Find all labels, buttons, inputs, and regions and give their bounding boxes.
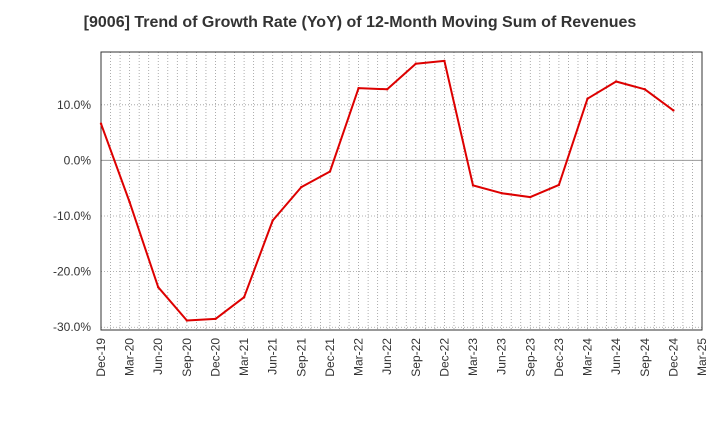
x-tick-label: Mar-20 <box>123 338 137 376</box>
data-point <box>643 88 646 91</box>
x-tick-label: Sep-23 <box>523 338 537 377</box>
data-point <box>99 122 103 125</box>
x-tick-label: Mar-24 <box>581 338 595 376</box>
x-tick-label: Sep-24 <box>638 338 652 377</box>
x-tick-label: Dec-20 <box>208 338 222 377</box>
x-tick-label: Dec-24 <box>666 338 680 377</box>
x-tick-label: Jun-24 <box>609 338 623 375</box>
x-tick-label: Jun-23 <box>495 338 509 375</box>
data-point <box>614 80 618 83</box>
x-tick-label: Jun-20 <box>151 338 165 375</box>
data-point <box>185 319 189 322</box>
data-point <box>557 183 561 187</box>
x-tick-label: Dec-19 <box>94 338 108 377</box>
data-point <box>357 86 360 90</box>
data-point <box>157 285 160 289</box>
x-tick-label: Mar-22 <box>352 338 366 376</box>
x-tick-label: Dec-22 <box>437 338 451 377</box>
x-tick-label: Sep-21 <box>294 338 308 377</box>
x-tick-label: Dec-23 <box>552 338 566 377</box>
data-point <box>672 109 675 112</box>
x-tick-label: Mar-23 <box>466 338 480 376</box>
x-tick-label: Sep-22 <box>409 338 423 377</box>
data-point <box>328 170 332 173</box>
data-point <box>471 184 475 187</box>
x-tick-label: Mar-21 <box>237 338 251 376</box>
plot-border <box>100 51 703 331</box>
y-tick-label: -30.0% <box>53 320 91 334</box>
x-tick-label: Dec-21 <box>323 338 337 377</box>
data-point <box>300 185 303 189</box>
x-tick-label: Jun-22 <box>380 338 394 375</box>
data-point <box>529 195 532 199</box>
x-tick-label: Mar-25 <box>695 338 709 376</box>
x-tick-label: Jun-21 <box>266 338 280 375</box>
x-tick-label: Sep-20 <box>180 338 194 377</box>
y-tick-label: 0.0% <box>64 153 92 167</box>
data-point <box>128 200 131 204</box>
data-point <box>586 97 589 100</box>
chart-title: [9006] Trend of Growth Rate (YoY) of 12-… <box>83 14 637 31</box>
data-point <box>500 192 503 195</box>
data-point <box>242 295 246 299</box>
data-point <box>385 88 389 91</box>
data-point <box>414 62 418 65</box>
y-tick-label: -20.0% <box>53 265 91 279</box>
data-point <box>271 219 274 222</box>
y-tick-label: 10.0% <box>57 98 91 112</box>
y-tick-label: -10.0% <box>53 209 91 223</box>
data-point <box>443 59 446 63</box>
data-point <box>214 317 217 321</box>
plot-area <box>101 52 702 330</box>
